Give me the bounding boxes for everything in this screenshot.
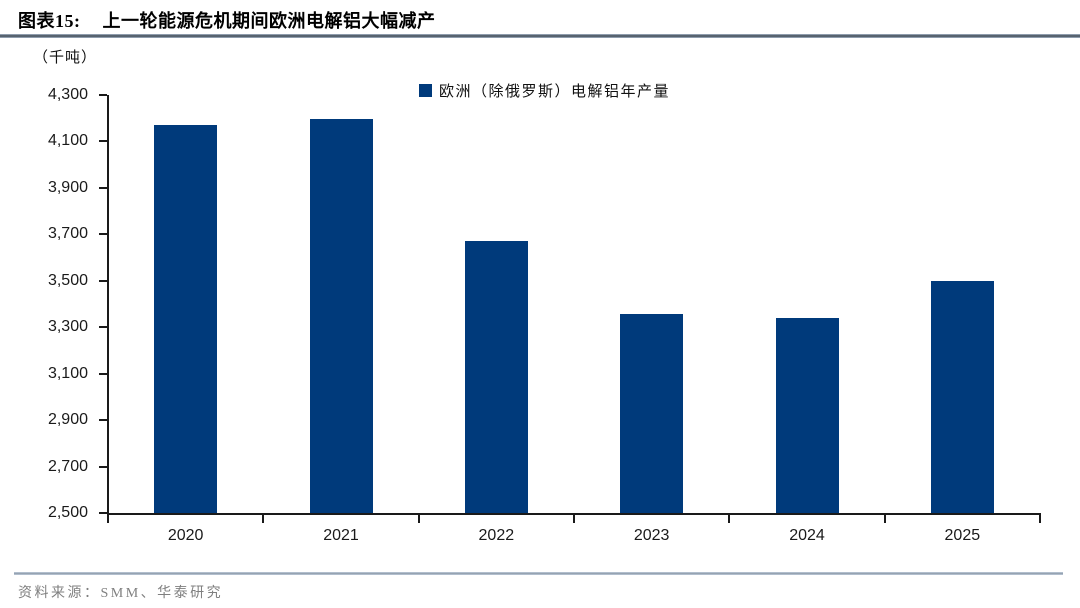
x-axis-label: 2021	[323, 527, 359, 544]
y-axis-tick	[99, 419, 107, 422]
y-axis-label: 3,700	[47, 225, 88, 243]
footer-divider	[14, 572, 1063, 575]
figure-header: 图表15: 上一轮能源危机期间欧洲电解铝大幅减产	[18, 7, 1080, 33]
figure-title: 上一轮能源危机期间欧洲电解铝大幅减产	[102, 11, 436, 31]
x-axis-tick	[883, 515, 886, 523]
y-axis-label: 2,500	[47, 504, 88, 521]
y-axis-tick	[99, 233, 107, 236]
x-axis-tick	[728, 515, 731, 523]
y-axis-unit-label: （千吨）	[33, 50, 98, 66]
y-axis-label: 3,900	[47, 178, 88, 196]
x-axis-tick	[107, 515, 109, 523]
y-axis-tick	[99, 512, 107, 514]
x-axis-tick	[417, 515, 420, 523]
y-axis-tick	[99, 186, 107, 189]
bar-2023	[620, 314, 684, 513]
bar-2025	[930, 280, 994, 513]
y-axis-tick	[99, 279, 107, 282]
chart-legend: 欧洲（除俄罗斯）电解铝年产量	[419, 80, 670, 101]
x-axis-tick	[262, 515, 265, 523]
x-axis	[107, 513, 1041, 515]
y-axis-tick	[99, 140, 107, 143]
source-note: 资料来源：SMM、华泰研究	[18, 586, 224, 601]
x-axis-label: 2025	[944, 527, 981, 544]
legend-square-icon	[419, 84, 432, 97]
y-axis-label: 3,100	[47, 364, 88, 382]
bar-2022	[464, 241, 528, 513]
y-axis-tick	[99, 326, 107, 329]
y-axis-label: 4,100	[47, 132, 88, 150]
y-axis-label: 4,300	[47, 86, 88, 103]
y-axis-label: 2,700	[47, 457, 88, 475]
x-axis-label: 2020	[167, 527, 204, 544]
y-axis-label: 2,900	[47, 411, 88, 429]
y-axis-tick	[99, 465, 107, 468]
bar-2021	[309, 119, 373, 513]
x-axis-label: 2024	[789, 527, 825, 544]
bar-2024	[775, 317, 839, 513]
bar-2020	[154, 125, 218, 513]
x-axis-tick	[573, 515, 575, 523]
x-axis-tick	[1039, 515, 1041, 523]
legend-series-label: 欧洲（除俄罗斯）电解铝年产量	[439, 84, 671, 100]
y-axis-label: 3,500	[47, 271, 88, 289]
y-axis-label: 3,300	[47, 318, 88, 336]
y-axis-tick	[99, 94, 107, 96]
figure-number-label: 图表15:	[18, 11, 81, 31]
y-axis-tick	[99, 372, 107, 375]
x-axis-label: 2022	[478, 527, 515, 544]
title-divider	[0, 34, 1080, 38]
y-axis	[107, 95, 109, 515]
x-axis-label: 2023	[633, 527, 670, 544]
